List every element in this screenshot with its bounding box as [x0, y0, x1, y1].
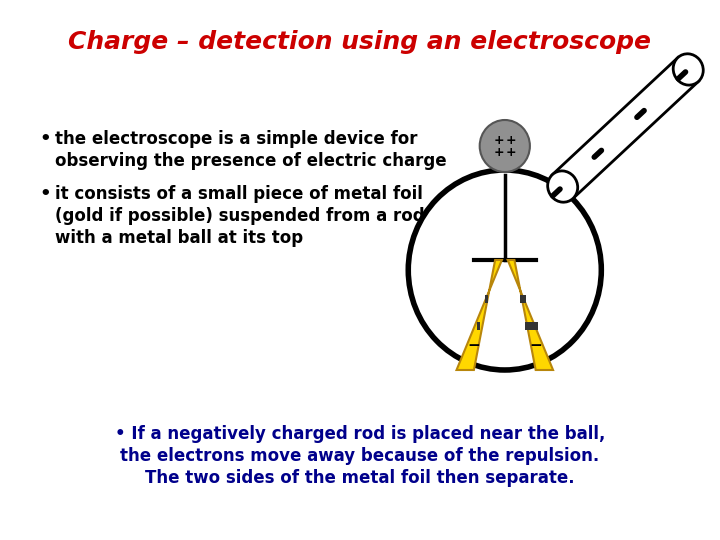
Text: it consists of a small piece of metal foil: it consists of a small piece of metal fo…	[55, 185, 423, 203]
Text: +: +	[505, 145, 516, 159]
Polygon shape	[485, 294, 488, 302]
Text: • If a negatively charged rod is placed near the ball,: • If a negatively charged rod is placed …	[114, 425, 606, 443]
Polygon shape	[552, 58, 698, 198]
Text: +: +	[505, 133, 516, 146]
Text: •: •	[40, 130, 51, 148]
Polygon shape	[456, 260, 502, 370]
Text: +: +	[494, 133, 504, 146]
Text: −: −	[529, 338, 542, 353]
Text: with a metal ball at its top: with a metal ball at its top	[55, 229, 303, 247]
Polygon shape	[520, 294, 526, 302]
Ellipse shape	[548, 171, 577, 202]
Text: +: +	[494, 145, 504, 159]
Text: the electrons move away because of the repulsion.: the electrons move away because of the r…	[120, 447, 600, 465]
Circle shape	[480, 120, 530, 172]
Text: (gold if possible) suspended from a rod: (gold if possible) suspended from a rod	[55, 207, 425, 225]
Polygon shape	[508, 260, 553, 370]
Text: Charge – detection using an electroscope: Charge – detection using an electroscope	[68, 30, 652, 54]
Text: the electroscope is a simple device for: the electroscope is a simple device for	[55, 130, 418, 148]
Text: •: •	[40, 185, 51, 203]
Text: −: −	[467, 338, 480, 353]
Text: The two sides of the metal foil then separate.: The two sides of the metal foil then sep…	[145, 469, 575, 487]
Text: observing the presence of electric charge: observing the presence of electric charg…	[55, 152, 446, 170]
Ellipse shape	[673, 54, 703, 85]
Polygon shape	[526, 322, 538, 330]
Polygon shape	[477, 322, 480, 330]
